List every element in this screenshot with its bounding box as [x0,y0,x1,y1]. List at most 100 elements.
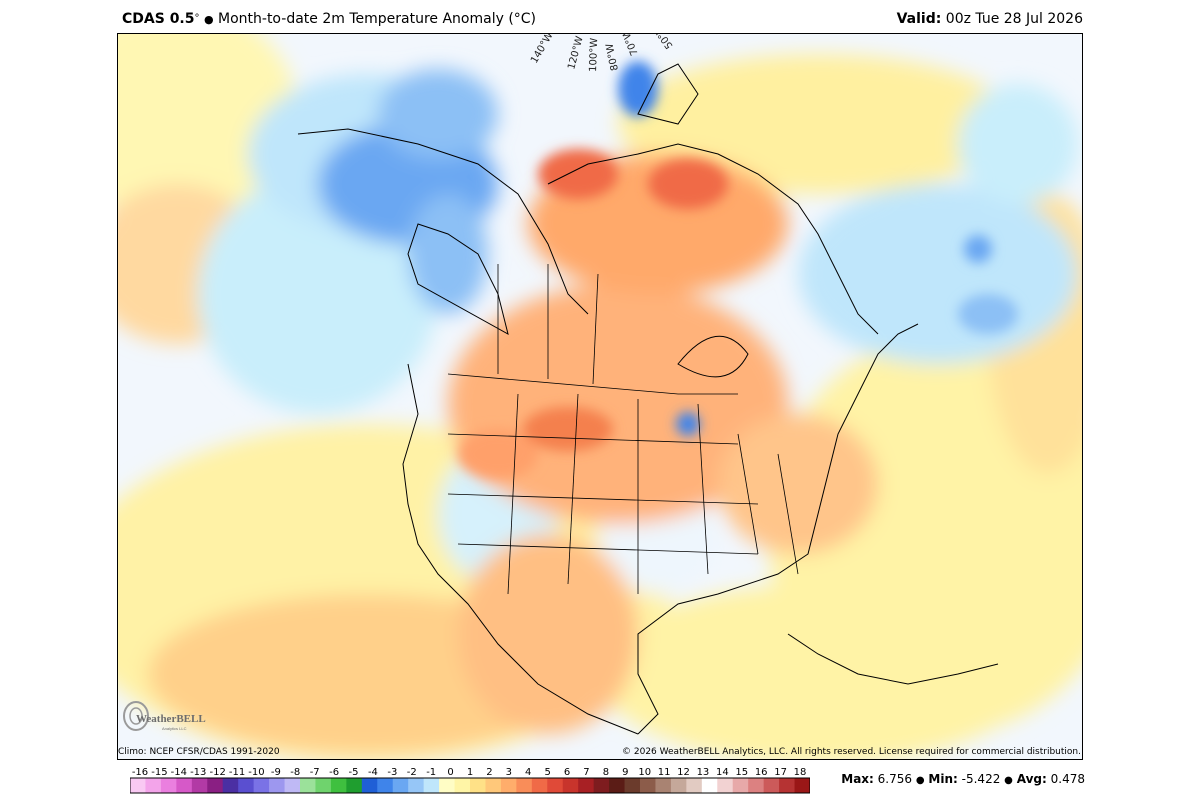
logo-swirl-icon [123,701,149,731]
max-value: 6.756 [877,772,913,786]
colorbar-swatch [500,778,517,793]
colorbar-swatch [346,778,363,793]
anomaly-map[interactable]: 140°W 120°W 100°W 80°W 70°W 50°W [117,33,1083,760]
title-bullet: ● [203,13,214,26]
colorbar-tick-label: -16 [132,767,148,778]
colorbar-swatch [392,778,409,793]
colorbar-labels: -16 -15 -14 -13 -12 -11 -10 -9 -8 -7 -6 -5 -4 -3 -2 -1 0… [132,767,807,778]
political-boundaries [447,264,799,595]
colorbar-swatch [593,778,610,793]
colorbar-swatch [779,778,796,793]
colorbar-swatches [130,778,810,793]
colorbar-swatch [176,778,193,793]
colorbar-tick-label: 8 [603,767,609,778]
colorbar-swatch [253,778,270,793]
colorbar-swatch [408,778,425,793]
colorbar-swatch [454,778,471,793]
avg-value: 0.478 [1050,772,1085,786]
colorbar-tick-label: 18 [794,767,807,778]
colorbar-tick-label: -14 [171,767,187,778]
colorbar-swatch [423,778,440,793]
colorbar-frame [130,777,810,794]
colorbar-swatch [578,778,595,793]
colorbar-tick-label: -6 [329,767,339,778]
colorbar-tick-label: 14 [716,767,729,778]
colorbar-tick-label: 3 [506,767,512,778]
colorbar-swatch [748,778,765,793]
colorbar-swatch [655,778,672,793]
colorbar-swatch [547,778,564,793]
colorbar-swatch [686,778,703,793]
colorbar-swatch [361,778,378,793]
colorbar-swatch [485,778,502,793]
colorbar-tick-label: -4 [368,767,378,778]
colorbar-tick-label: 9 [622,767,628,778]
colorbar-swatch [640,778,656,793]
stats-sep-2: ● [1004,775,1013,786]
map-title: CDAS 0.5° ● Month-to-date 2m Temperature… [122,9,536,30]
max-label: Max: [841,772,874,786]
colorbar-swatch [670,778,687,793]
colorbar-tick-label: 11 [658,767,671,778]
stats-sep-1: ● [915,775,925,786]
min-label: Min: [928,772,958,786]
colorbar: -16 -15 -14 -13 -12 -11 -10 -9 -8 -7 -6 -5 -4 -3 -2 -1 0… [130,767,810,794]
colorbar-swatch [439,778,456,793]
colorbar-swatch [269,778,286,793]
colorbar-tick-label: -10 [248,767,264,778]
colorbar-swatch [763,778,780,793]
colorbar-tick-label: 6 [564,767,570,778]
colorbar-tick-label: 0 [447,767,453,778]
model-name: CDAS 0.5 [122,11,195,27]
valid-label: Valid: [896,11,942,27]
colorbar-tick-label: 13 [697,767,710,778]
colorbar-tick-label: -7 [310,767,320,778]
colorbar-swatch [377,778,394,793]
colorbar-swatch [717,778,734,793]
colorbar-tick-label: 5 [544,767,550,778]
colorbar-swatch [238,778,255,793]
colorbar-tick-label: -13 [190,767,206,778]
colorbar-swatch [315,778,332,793]
colorbar-swatch [284,778,301,793]
colorbar-tick-label: 10 [638,767,651,778]
colorbar-swatch [222,778,239,793]
valid-time: Valid: 00z Tue 28 Jul 2026 [897,9,1083,29]
colorbar-swatch [191,778,208,793]
colorbar-swatch [300,778,316,793]
colorbar-swatch [609,778,626,793]
colorbar-swatch [145,778,162,793]
weatherbell-logo: WeatherBELL Analytics LLC [123,701,206,731]
min-value: -5.422 [961,772,1001,786]
colorbar-tick-label: 12 [677,767,690,778]
colorbar-swatch [516,778,533,793]
copyright-note: © 2026 WeatherBELL Analytics, LLC. All r… [622,747,1081,757]
colorbar-tick-label: -8 [290,767,300,778]
colorbar-tick-label: -11 [229,767,245,778]
climo-note: Climo: NCEP CFSR/CDAS 1991-2020 [118,747,280,757]
colorbar-tick-label: 15 [735,767,748,778]
colorbar-tick-label: 2 [486,767,492,778]
colorbar-tick-label: 7 [583,767,589,778]
colorbar-swatch [130,778,146,793]
logo-text: WeatherBELL [136,713,206,725]
degree-mark: ° [194,13,200,24]
colorbar-tick-label: -1 [426,767,436,778]
colorbar-tick-label: -5 [349,767,359,778]
avg-label: Avg: [1016,772,1047,786]
product-name: Month-to-date 2m Temperature Anomaly (°C… [218,11,537,27]
colorbar-swatch [562,778,579,793]
colorbar-tick-label: -12 [209,767,225,778]
logo-subtext: Analytics LLC [162,726,187,731]
colorbar-swatch [701,778,718,793]
colorbar-tick-label: -9 [271,767,281,778]
colorbar-tick-label: 4 [525,767,531,778]
colorbar-swatch [732,778,749,793]
colorbar-tick-label: -2 [407,767,417,778]
stats-readout: Max: 6.756 ● Min: -5.422 ● Avg: 0.478 [841,771,1085,789]
colorbar-swatch [794,778,810,793]
valid-time-value: 00z Tue 28 Jul 2026 [945,11,1083,27]
anomaly-map-canvas: 140°W 120°W 100°W 80°W 70°W 50°W [118,34,1082,759]
colorbar-tick-label: 17 [774,767,787,778]
colorbar-swatch [624,778,641,793]
